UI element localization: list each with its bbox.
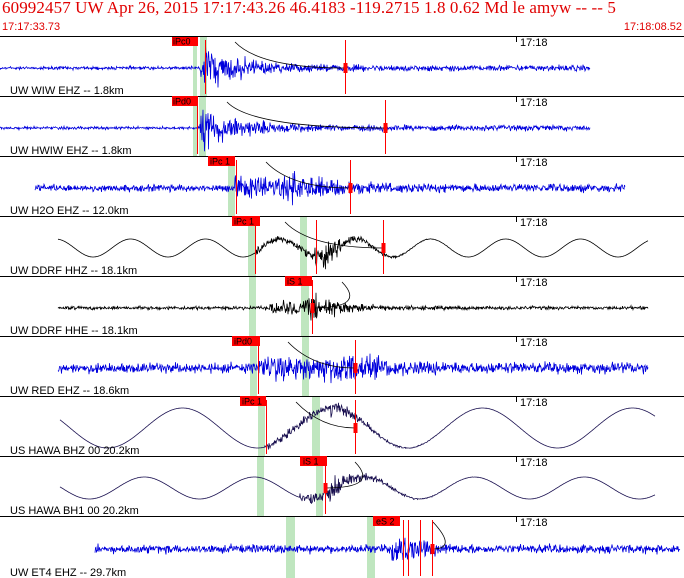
- trace-row[interactable]: 17:18 eS 2 UW ET4 EHZ -- 29.7km: [0, 516, 684, 578]
- trace-row[interactable]: 17:18 iPd0 UW RED EHZ -- 18.6km: [0, 336, 684, 397]
- time-tick-label: 17:18: [520, 397, 548, 409]
- waveform: [94, 537, 681, 562]
- pick-window-bar: [367, 516, 375, 578]
- station-label: UW HWIW EHZ -- 1.8km: [10, 145, 132, 157]
- pick-window-bar: [302, 336, 309, 396]
- time-tick-label: 17:18: [520, 517, 548, 529]
- trace-row[interactable]: 17:18 iPc 1 UW H2O EHZ -- 12.0km: [0, 156, 684, 217]
- amplitude-marker: [353, 423, 358, 433]
- waveform: [57, 353, 649, 384]
- pick-window-bar: [258, 396, 265, 456]
- station-label: UW DDRF HHE -- 18.1km: [10, 325, 138, 337]
- amplitude-marker: [343, 63, 348, 73]
- amplitude-marker: [430, 544, 435, 554]
- pick-flag[interactable]: [240, 396, 266, 406]
- pick-flag-label: iPd0: [234, 337, 252, 347]
- time-tick-label: 17:18: [520, 97, 548, 109]
- pick-flag[interactable]: [285, 276, 312, 286]
- amplitude-marker: [348, 183, 353, 193]
- coda-decay-curve: [431, 521, 446, 550]
- station-label: UW RED EHZ -- 18.6km: [10, 385, 129, 397]
- waveform: [59, 402, 656, 450]
- amplitude-marker: [383, 123, 388, 133]
- waveform: [57, 292, 649, 321]
- trace-row[interactable]: 17:18 iPc0 UW WIW EHZ -- 1.8km: [0, 36, 684, 97]
- station-label: UW WIW EHZ -- 1.8km: [10, 85, 124, 97]
- pick-flag-label: iS 1: [287, 277, 303, 287]
- pick-window-bar: [248, 216, 256, 276]
- time-tick-label: 17:18: [520, 37, 548, 49]
- pick-flag-label: iS 1: [303, 457, 319, 467]
- pick-window-bar: [257, 456, 264, 516]
- window-start-time: 17:17:33.73: [2, 21, 61, 33]
- station-label: UW H2O EHZ -- 12.0km: [10, 205, 129, 217]
- trace-row[interactable]: 17:18 iPc 1 US HAWA BHZ 00 20.2km: [0, 396, 684, 457]
- amplitude-marker: [353, 363, 358, 373]
- pick-window-bar: [316, 456, 323, 516]
- pick-window-bar: [193, 36, 197, 96]
- coda-decay-curve: [287, 341, 356, 369]
- trace-row[interactable]: 17:18 iS 1 UW DDRF HHE -- 18.1km: [0, 276, 684, 337]
- coda-decay-curve: [234, 41, 346, 69]
- coda-decay-curve: [295, 401, 356, 429]
- pick-flag-label: iPc 1: [234, 217, 254, 227]
- amplitude-marker: [381, 243, 386, 253]
- pick-flag[interactable]: [172, 96, 198, 106]
- pick-flag-label: eS 2: [376, 517, 395, 527]
- pick-window-bar: [228, 156, 235, 216]
- coda-decay-curve: [284, 221, 384, 249]
- time-tick-label: 17:18: [520, 277, 548, 289]
- time-tick-label: 17:18: [520, 337, 548, 349]
- pick-flag[interactable]: [208, 156, 235, 166]
- trace-row[interactable]: 17:18 iPc 1 UW DDRF HHZ -- 18.1km: [0, 216, 684, 277]
- time-tick-label: 17:18: [520, 457, 548, 469]
- pick-window-bar: [193, 96, 197, 156]
- coda-decay-curve: [226, 101, 386, 129]
- waveform: [34, 170, 626, 206]
- pick-window-bar: [249, 276, 256, 336]
- pick-flag[interactable]: [300, 456, 327, 466]
- trace-row[interactable]: 17:18 iPd0 UW HWIW EHZ -- 1.8km: [0, 96, 684, 157]
- waveform: [0, 109, 591, 152]
- amplitude-marker: [310, 303, 315, 313]
- station-label: UW DDRF HHZ -- 18.1km: [10, 265, 137, 277]
- pick-flag-label: iPc 1: [210, 157, 230, 167]
- trace-row[interactable]: 17:18 iS 1 US HAWA BH1 00 20.2km: [0, 456, 684, 517]
- coda-decay-curve: [324, 461, 364, 489]
- coda-decay-curve: [265, 161, 351, 189]
- station-label: UW ET4 EHZ -- 29.7km: [10, 567, 126, 578]
- coda-decay-curve: [311, 281, 351, 309]
- event-header: 60992457 UW Apr 26, 2015 17:17:43.26 46.…: [0, 0, 684, 36]
- pick-flag-label: iPd0: [173, 97, 191, 107]
- pick-window-bar: [300, 216, 307, 276]
- time-tick-label: 17:18: [520, 217, 548, 229]
- pick-flag-label: iPc0: [173, 37, 191, 47]
- pick-flag-label: iPc 1: [242, 397, 262, 407]
- waveform: [57, 235, 649, 270]
- pick-window-bar: [312, 396, 320, 456]
- event-title: 60992457 UW Apr 26, 2015 17:17:43.26 46.…: [2, 0, 617, 17]
- pick-flag[interactable]: [172, 36, 198, 46]
- time-tick-label: 17:18: [520, 157, 548, 169]
- waveform: [0, 43, 591, 88]
- station-label: US HAWA BHZ 00 20.2km: [10, 445, 139, 457]
- station-label: US HAWA BH1 00 20.2km: [10, 505, 139, 517]
- pick-flag[interactable]: [232, 216, 260, 226]
- waveform: [59, 472, 656, 504]
- amplitude-marker: [323, 483, 328, 493]
- window-end-time: 17:18:08.52: [623, 21, 682, 33]
- pick-flag[interactable]: [373, 516, 400, 526]
- pick-flag[interactable]: [232, 336, 260, 346]
